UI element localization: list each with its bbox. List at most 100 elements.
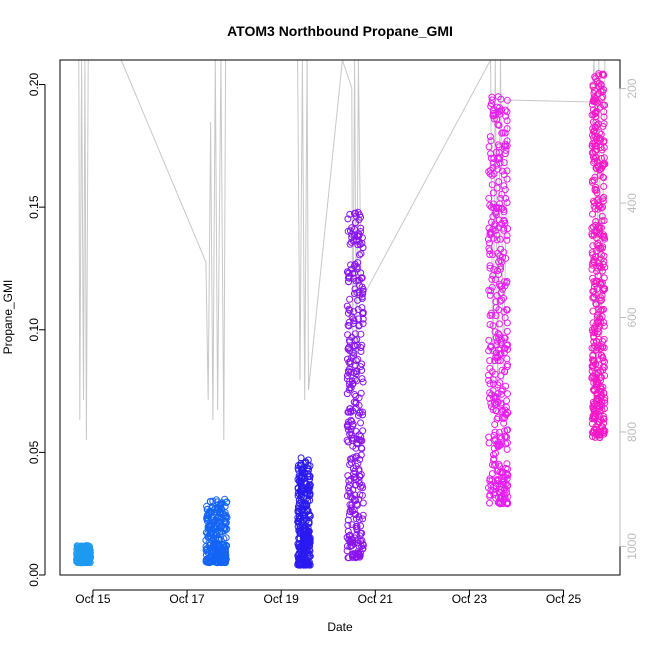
- data-point: [500, 486, 508, 494]
- data-point: [356, 251, 363, 259]
- data-point: [598, 212, 606, 220]
- data-point: [495, 121, 503, 129]
- data-point: [357, 389, 365, 397]
- data-point: [601, 235, 609, 243]
- data-point: [345, 272, 353, 280]
- x-axis-label: Date: [327, 620, 353, 634]
- data-point: [359, 511, 367, 519]
- data-point: [83, 545, 91, 553]
- data-point: [492, 407, 500, 415]
- data-point: [592, 183, 600, 191]
- data-point: [504, 439, 511, 447]
- data-point: [350, 274, 358, 282]
- data-point: [491, 437, 499, 444]
- data-point: [487, 154, 495, 162]
- data-point: [502, 469, 510, 477]
- data-point: [204, 533, 212, 540]
- data-point: [486, 239, 493, 247]
- data-point: [350, 352, 357, 360]
- data-point: [305, 560, 313, 568]
- data-point: [501, 140, 509, 148]
- data-point: [298, 465, 306, 473]
- data-point: [345, 386, 353, 394]
- data-point: [356, 456, 364, 463]
- data-point: [493, 441, 501, 448]
- data-point: [486, 201, 494, 209]
- data-point: [590, 86, 598, 94]
- data-point: [489, 159, 497, 167]
- data-point: [485, 433, 493, 441]
- data-point: [600, 335, 608, 343]
- data-point: [597, 387, 605, 395]
- data-point: [355, 315, 362, 323]
- data-point: [495, 149, 503, 156]
- data-point: [501, 314, 509, 322]
- data-point: [593, 157, 601, 165]
- data-point: [492, 349, 500, 357]
- data-point: [593, 380, 601, 388]
- data-point: [503, 236, 511, 244]
- data-point: [353, 263, 361, 271]
- data-point: [487, 342, 495, 350]
- data-point: [486, 357, 494, 365]
- data-point: [492, 353, 500, 361]
- data-point: [203, 511, 211, 519]
- y-axis-label: Propane_GMI: [1, 280, 15, 355]
- data-point: [348, 417, 356, 425]
- y-tick-label: 0.20: [27, 73, 41, 97]
- data-point: [351, 232, 359, 240]
- data-point: [306, 472, 314, 480]
- data-point: [499, 129, 507, 137]
- data-point: [598, 279, 606, 287]
- data-point: [498, 167, 506, 175]
- data-point: [344, 355, 351, 363]
- data-point: [359, 408, 366, 416]
- data-point: [352, 444, 360, 452]
- data-point: [487, 137, 495, 145]
- data-point: [350, 308, 358, 316]
- data-point: [356, 491, 364, 499]
- data-point: [593, 313, 601, 321]
- x-tick-label: Oct 23: [452, 592, 488, 606]
- data-point: [347, 416, 355, 424]
- data-point: [493, 184, 501, 192]
- data-point: [358, 529, 366, 537]
- data-point: [490, 170, 498, 178]
- data-point: [344, 438, 352, 446]
- data-point: [491, 357, 499, 365]
- data-point: [600, 120, 608, 128]
- data-point: [600, 319, 608, 326]
- data-point: [494, 165, 502, 173]
- y-tick-label: 0.15: [27, 195, 41, 219]
- data-point: [588, 420, 596, 428]
- data-point: [345, 269, 353, 277]
- data-point: [359, 285, 367, 293]
- data-point: [503, 125, 511, 133]
- data-point: [486, 264, 494, 272]
- data-point: [490, 155, 498, 163]
- data-point: [498, 434, 506, 442]
- data-point: [588, 265, 596, 273]
- data-point: [486, 262, 494, 270]
- data-point: [600, 232, 608, 240]
- data-point: [359, 378, 367, 386]
- data-point: [343, 302, 351, 310]
- data-point: [296, 491, 304, 499]
- data-point: [493, 231, 501, 239]
- data-point: [497, 265, 504, 273]
- data-point: [503, 445, 511, 453]
- data-point: [592, 412, 600, 420]
- data-point: [495, 306, 503, 314]
- data-point: [594, 223, 602, 231]
- data-point: [355, 216, 363, 224]
- data-point: [485, 194, 493, 202]
- data-point: [296, 527, 304, 534]
- data-point: [503, 397, 511, 405]
- data-point: [295, 472, 303, 480]
- data-point: [489, 322, 497, 330]
- data-point: [357, 228, 365, 235]
- data-point: [352, 427, 360, 435]
- data-point: [503, 96, 511, 104]
- x-tick-label: Oct 15: [75, 592, 111, 606]
